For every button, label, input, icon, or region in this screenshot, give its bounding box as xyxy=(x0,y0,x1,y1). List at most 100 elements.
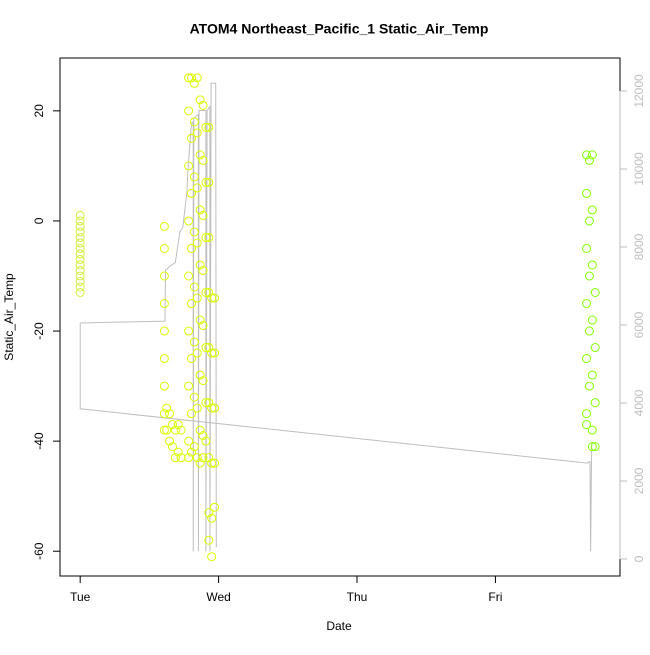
data-point xyxy=(198,376,208,386)
data-point xyxy=(584,155,594,165)
y-tick-label: 0 xyxy=(32,217,46,224)
data-point xyxy=(184,216,194,226)
data-point xyxy=(587,370,597,380)
data-point xyxy=(201,288,211,298)
data-point xyxy=(204,398,214,408)
y2-tick-label: 6000 xyxy=(632,311,646,338)
data-point xyxy=(75,282,85,292)
data-point xyxy=(192,128,202,138)
data-point xyxy=(159,381,169,391)
x-tick-label: Thu xyxy=(347,590,368,604)
data-point xyxy=(192,73,202,83)
data-point xyxy=(204,453,214,463)
data-point xyxy=(184,106,194,116)
y2-tick-label: 0 xyxy=(632,555,646,562)
data-point xyxy=(184,436,194,446)
data-point xyxy=(75,210,85,220)
data-point xyxy=(186,299,196,309)
data-point xyxy=(204,343,214,353)
data-point xyxy=(167,420,177,430)
data-point xyxy=(75,243,85,253)
data-point xyxy=(189,282,199,292)
data-point xyxy=(204,508,214,518)
data-point xyxy=(162,425,172,435)
data-point xyxy=(207,458,217,468)
data-point xyxy=(587,442,597,452)
data-point xyxy=(195,150,205,160)
data-point xyxy=(207,348,217,358)
data-point xyxy=(165,436,175,446)
data-point xyxy=(207,513,217,523)
data-point xyxy=(184,271,194,281)
data-point xyxy=(184,73,194,83)
data-point xyxy=(192,453,202,463)
data-point xyxy=(198,155,208,165)
data-point xyxy=(75,254,85,264)
data-point xyxy=(195,260,205,270)
data-point xyxy=(204,535,214,545)
data-point xyxy=(198,100,208,110)
data-point xyxy=(192,403,202,413)
data-point xyxy=(186,354,196,364)
y-tick-label: 20 xyxy=(32,104,46,118)
data-point xyxy=(75,216,85,226)
data-point xyxy=(210,293,220,303)
data-point xyxy=(587,315,597,325)
y2-tick-label: 2000 xyxy=(632,467,646,494)
data-point xyxy=(75,260,85,270)
data-point xyxy=(75,238,85,248)
data-point xyxy=(186,73,196,83)
data-point xyxy=(584,271,594,281)
data-point xyxy=(184,381,194,391)
x-tick-label: Tue xyxy=(70,590,91,604)
y2-tick-label: 10000 xyxy=(632,152,646,186)
data-point xyxy=(207,552,217,562)
data-point xyxy=(192,293,202,303)
data-point xyxy=(195,458,205,468)
data-point xyxy=(201,232,211,242)
data-point xyxy=(159,243,169,253)
data-point xyxy=(590,288,600,298)
altitude-line xyxy=(79,82,593,552)
data-point xyxy=(173,447,183,457)
data-point xyxy=(159,221,169,231)
data-point xyxy=(582,420,592,430)
y-tick-label: -40 xyxy=(32,432,46,450)
data-point xyxy=(210,348,220,358)
data-point xyxy=(192,183,202,193)
data-point xyxy=(75,227,85,237)
data-point xyxy=(587,150,597,160)
data-point xyxy=(195,205,205,215)
data-point xyxy=(186,188,196,198)
data-point xyxy=(176,453,186,463)
data-point xyxy=(184,453,194,463)
data-point xyxy=(189,442,199,452)
data-point xyxy=(582,354,592,364)
data-point xyxy=(198,431,208,441)
data-point xyxy=(207,293,217,303)
data-point xyxy=(204,122,214,132)
data-point xyxy=(189,78,199,88)
data-point xyxy=(159,354,169,364)
data-point xyxy=(192,238,202,248)
x-axis-label: Date xyxy=(326,619,352,633)
data-point xyxy=(204,177,214,187)
data-point xyxy=(590,442,600,452)
data-point xyxy=(186,447,196,457)
data-point xyxy=(189,117,199,127)
data-point xyxy=(186,409,196,419)
data-point xyxy=(189,392,199,402)
data-point xyxy=(176,425,186,435)
data-point xyxy=(198,265,208,275)
data-point xyxy=(159,299,169,309)
data-point xyxy=(170,425,180,435)
data-point xyxy=(165,409,175,419)
data-point xyxy=(582,409,592,419)
y2-tick-label: 12000 xyxy=(632,74,646,108)
data-point xyxy=(198,210,208,220)
data-point xyxy=(210,458,220,468)
data-point xyxy=(170,453,180,463)
data-point xyxy=(584,326,594,336)
